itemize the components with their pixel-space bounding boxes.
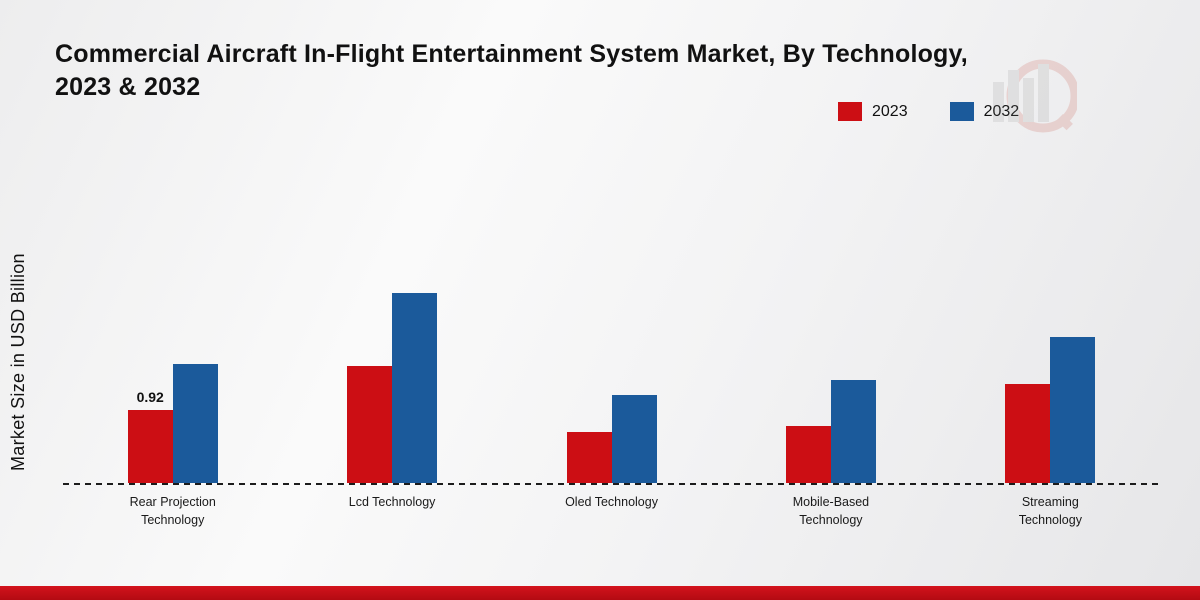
category-label: Streaming Technology: [1018, 495, 1082, 527]
category-label: Lcd Technology: [348, 495, 436, 509]
footer-red-bar: [0, 586, 1200, 600]
bar-2032: [172, 364, 218, 483]
chart-title-line-2: 2023 & 2032: [55, 73, 201, 101]
bar-2032: [830, 380, 876, 483]
legend-item-2032: 2032: [949, 102, 1020, 121]
bar-group: [502, 395, 721, 483]
chart-title: Commercial Aircraft In-Flight Entertainm…: [55, 38, 1180, 104]
bar-group: [721, 380, 940, 483]
plot-area: 0.92 Rear Projection Technology Lcd Techn…: [63, 192, 1160, 529]
legend-swatch-2023: [838, 102, 862, 121]
legend-label-2032: 2032: [984, 103, 1020, 121]
bar-2023: [1005, 384, 1051, 483]
legend: 2023 2032: [838, 102, 1019, 121]
bar-value-label: 0.92: [136, 389, 164, 405]
category-labels-row: Rear Projection Technology Lcd Technology…: [63, 494, 1160, 529]
category-label: Oled Technology: [565, 495, 658, 509]
legend-label-2023: 2023: [872, 102, 908, 120]
bar-group: 0.92: [63, 364, 282, 483]
legend-swatch-2032: [949, 102, 974, 121]
y-axis-label: Market Size in USD Billion: [8, 253, 28, 471]
bar-2032: [611, 395, 657, 483]
bar-2032: [392, 293, 438, 483]
bar-2023: [347, 366, 393, 483]
bar-2023: [566, 432, 612, 483]
bar-2032: [1050, 337, 1096, 483]
category-label: Mobile-Based Technology: [792, 495, 870, 527]
x-axis-baseline: [63, 483, 1160, 485]
bars-area: 0.92: [63, 192, 1160, 483]
bar-group: [941, 337, 1160, 483]
chart-title-line-1: Commercial Aircraft In-Flight Entertainm…: [55, 40, 968, 68]
bar-2023: 0.92: [127, 389, 173, 483]
bar-2023: [785, 426, 831, 483]
bar-group: [282, 293, 501, 483]
legend-item-2023: 2023: [838, 102, 908, 121]
category-label: Rear Projection Technology: [129, 495, 216, 527]
watermark-logo-icon: [985, 52, 1080, 145]
